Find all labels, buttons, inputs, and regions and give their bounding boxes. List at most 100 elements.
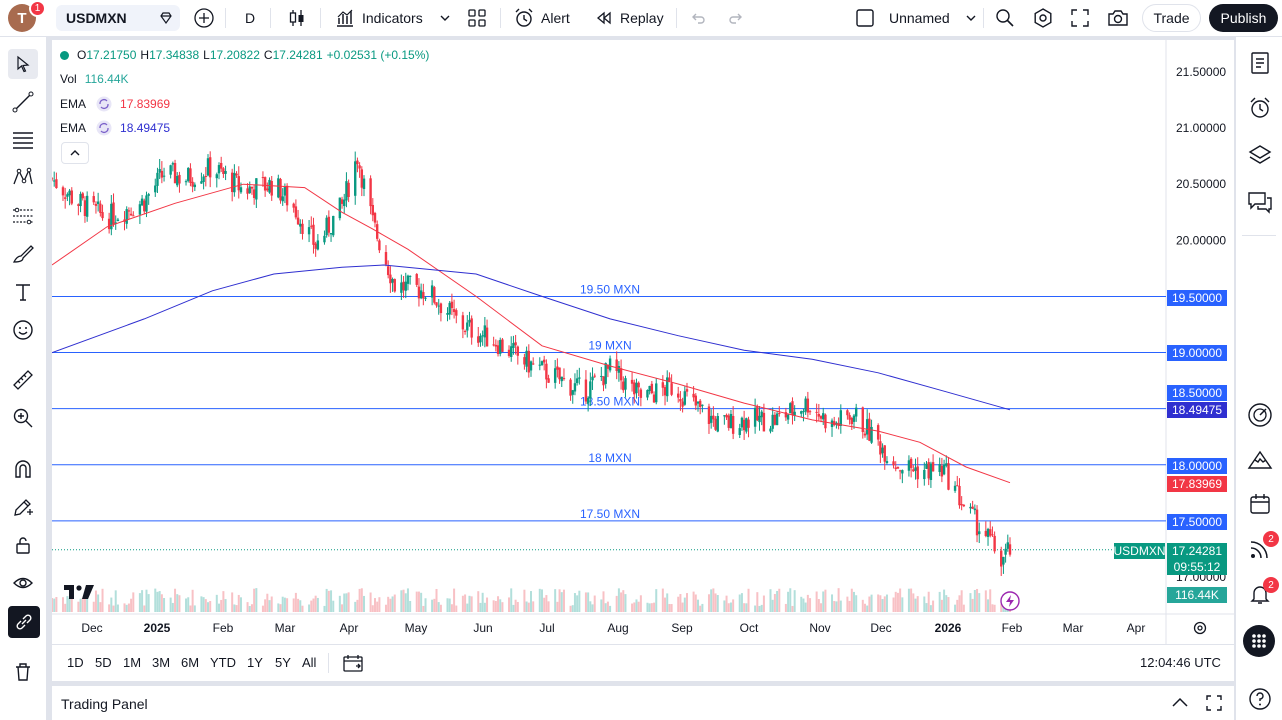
range-ytd[interactable]: YTD [210, 655, 236, 670]
technicals-button[interactable] [1244, 399, 1276, 431]
volume-bar [202, 597, 205, 612]
high-value: 17.34838 [149, 48, 200, 62]
range-all[interactable]: All [302, 655, 317, 670]
publish-button[interactable]: Publish [1209, 4, 1278, 32]
undo-button[interactable] [689, 0, 707, 36]
hide-drawings-tool[interactable] [8, 568, 38, 598]
ideas-button[interactable] [1244, 444, 1276, 476]
candle-body [942, 464, 946, 475]
volume-bar [815, 591, 818, 612]
candle-body [110, 203, 113, 230]
snapshot-button[interactable] [1107, 0, 1129, 36]
fib-tool[interactable] [8, 125, 38, 155]
volume-bar [323, 605, 326, 612]
remove-drawings-tool[interactable] [8, 657, 38, 687]
compare-symbol-button[interactable] [193, 0, 215, 36]
volume-bar [81, 597, 84, 612]
candle-body [756, 406, 759, 421]
goto-date-button[interactable] [342, 653, 364, 673]
candle-body [160, 170, 164, 178]
clock[interactable]: 12:04:46 UTC [1140, 655, 1221, 670]
volume-bar [916, 596, 919, 612]
close-label: C [263, 48, 273, 62]
templates-button[interactable] [467, 0, 487, 36]
replay-button[interactable]: Replay [594, 0, 664, 36]
rewind-icon [596, 11, 611, 25]
candle-body [923, 469, 926, 480]
cursor-tool[interactable] [8, 49, 38, 79]
candle-body [147, 194, 150, 196]
ruler-tool[interactable] [8, 365, 38, 395]
candle-body [819, 416, 823, 419]
range-5y[interactable]: 5Y [275, 655, 291, 670]
volume-bar [637, 601, 640, 612]
volume-bar [806, 594, 809, 612]
quick-search-button[interactable] [994, 0, 1016, 36]
help-button[interactable] [1244, 683, 1276, 715]
time-axis-settings-icon[interactable] [1192, 620, 1208, 636]
volume-bar [791, 605, 794, 612]
candle-body [417, 286, 421, 299]
magnet-tool[interactable] [8, 454, 38, 484]
candle-body [516, 346, 520, 356]
settings-button[interactable] [1032, 0, 1054, 36]
candle-body [132, 215, 135, 217]
candle-body [714, 418, 717, 430]
range-1y[interactable]: 1Y [247, 655, 263, 670]
notifications-button[interactable] [1244, 578, 1276, 610]
fullscreen-button[interactable] [1070, 0, 1090, 36]
news-stream-button[interactable] [1244, 533, 1276, 565]
pattern-tool[interactable] [8, 163, 38, 193]
emoji-tool[interactable] [8, 315, 38, 345]
chart-pane[interactable]: 19.50 MXN 19 MXN 18.50 MXN 18 MXN 17.50 MXN … [52, 40, 1234, 644]
volume-bar [406, 588, 409, 612]
brush-tool[interactable] [8, 239, 38, 269]
layout-select[interactable]: Unnamed [855, 0, 978, 36]
chevron-down-icon [440, 15, 450, 21]
range-6m[interactable]: 6M [181, 655, 200, 670]
chart-type-button[interactable] [287, 0, 307, 36]
ema-fast-legend[interactable]: EMA 17.83969 [60, 96, 170, 112]
watchlist-button[interactable] [1244, 47, 1276, 79]
products-menu-button[interactable] [1243, 625, 1275, 657]
trading-panel-bar[interactable]: Trading Panel [52, 686, 1234, 720]
interval-button[interactable]: D [245, 0, 255, 36]
chats-button[interactable] [1244, 186, 1276, 218]
lightning-event-icon[interactable] [1000, 591, 1020, 611]
range-3m[interactable]: 3M [152, 655, 171, 670]
time-tick-label: Apr [340, 621, 359, 635]
redo-button[interactable] [727, 0, 745, 36]
zoom-tool[interactable] [8, 403, 38, 433]
alert-button[interactable]: Alert [513, 0, 570, 36]
candle-body [373, 213, 377, 223]
range-1m[interactable]: 1M [123, 655, 142, 670]
alerts-button[interactable] [1244, 92, 1276, 124]
indicators-button[interactable]: Indicators [334, 0, 423, 36]
indicators-dropdown[interactable] [438, 0, 452, 36]
lock-drawings-tool[interactable] [8, 530, 38, 560]
maximize-panel-icon[interactable] [1205, 694, 1223, 712]
object-tree-button[interactable] [1244, 139, 1276, 171]
candle-body [323, 235, 326, 243]
candle-body [547, 378, 550, 383]
range-1d[interactable]: 1D [67, 655, 84, 670]
calendar-button[interactable] [1244, 488, 1276, 520]
text-tool[interactable] [8, 277, 38, 307]
forecast-tool[interactable] [8, 201, 38, 231]
trade-button[interactable]: Trade [1142, 4, 1201, 32]
top-toolbar: T 1 USDMXN D Indicators Alert Replay Unn [0, 0, 1282, 37]
chevron-up-icon[interactable] [1170, 695, 1190, 711]
trading-panel-title: Trading Panel [61, 696, 148, 712]
candle-body [178, 174, 181, 184]
time-tick-label: Oct [740, 621, 759, 635]
collapse-legend-button[interactable] [61, 142, 89, 164]
sync-drawings-tool[interactable] [8, 606, 40, 638]
range-5d[interactable]: 5D [95, 655, 112, 670]
symbol-search-button[interactable]: USDMXN [56, 5, 180, 31]
ema-slow-legend[interactable]: EMA 18.49475 [60, 120, 170, 136]
drawing-mode-tool[interactable] [8, 492, 38, 522]
plus-circle-icon [194, 8, 214, 28]
trend-line-tool[interactable] [8, 87, 38, 117]
candle-body [729, 413, 733, 429]
